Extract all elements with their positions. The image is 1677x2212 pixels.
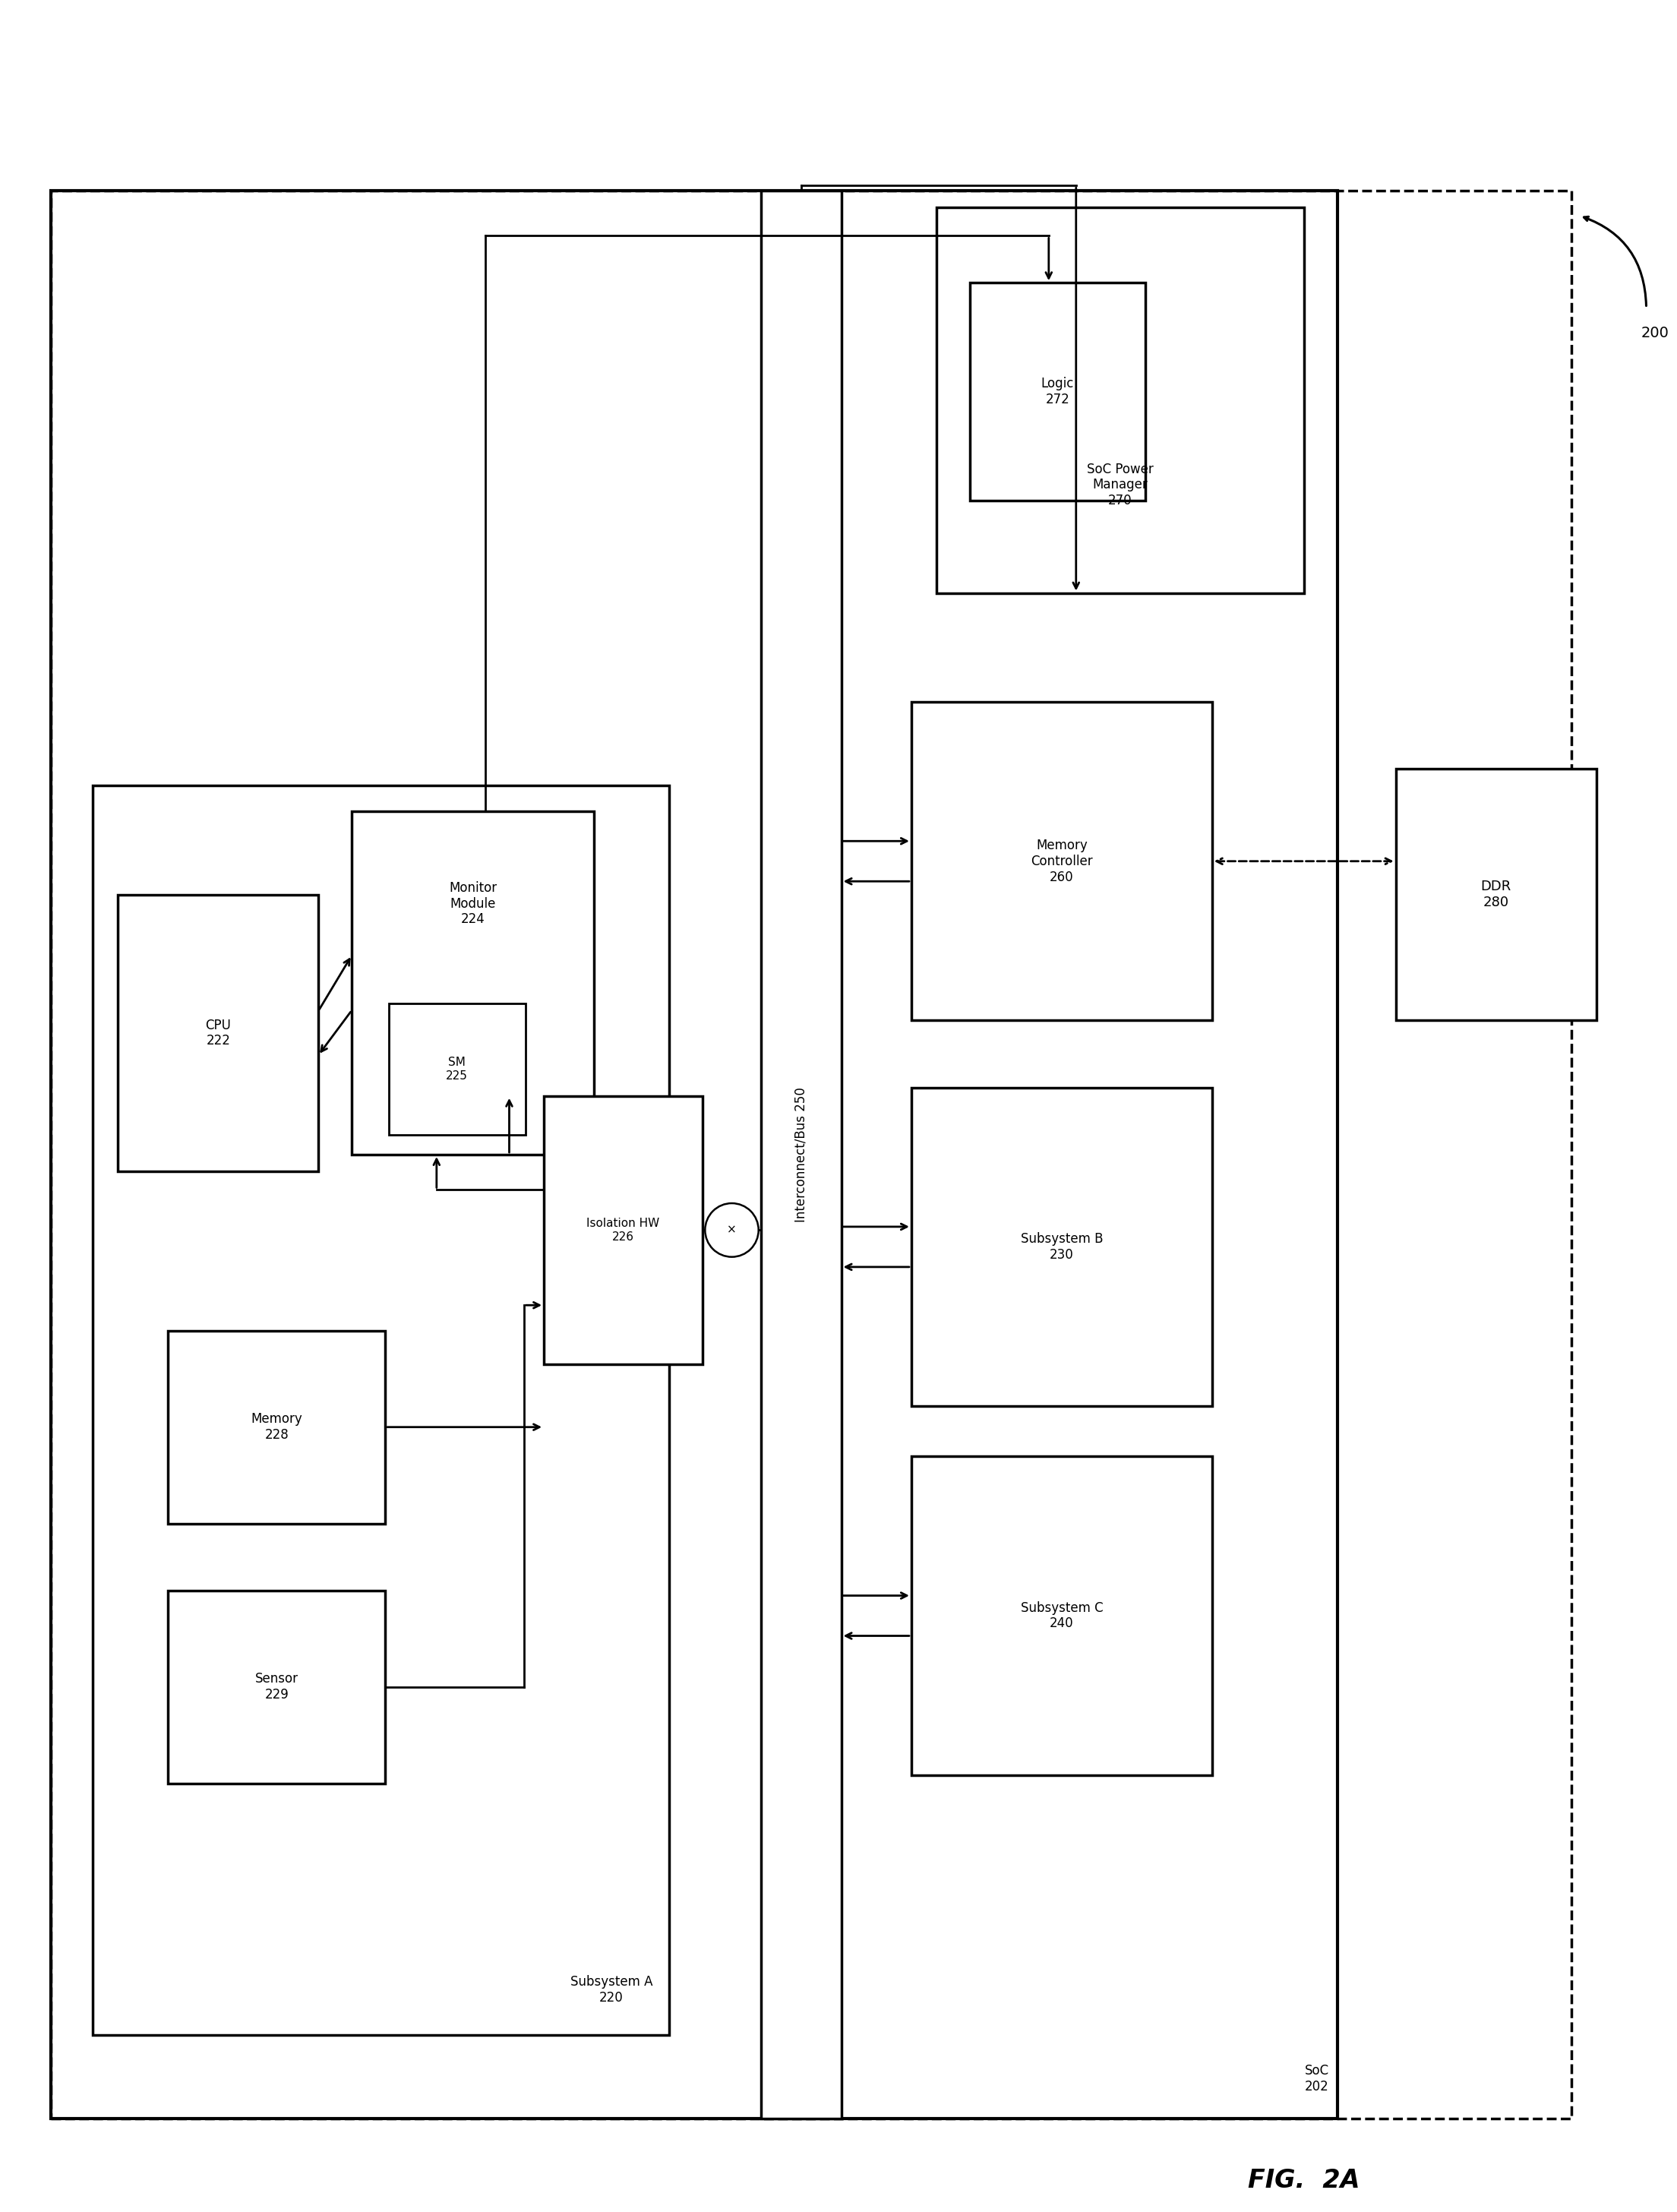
Text: Logic
272: Logic 272 — [1041, 376, 1073, 407]
Text: Monitor
Module
224: Monitor Module 224 — [449, 880, 496, 927]
Text: Subsystem B
230: Subsystem B 230 — [1021, 1232, 1103, 1261]
Text: ×: × — [726, 1225, 736, 1237]
Bar — [1395, 770, 1597, 1020]
Text: 200: 200 — [1642, 325, 1669, 341]
Text: SoC
202: SoC 202 — [1305, 2064, 1328, 2093]
Bar — [936, 208, 1305, 593]
Bar — [52, 190, 1571, 2119]
Bar — [117, 894, 319, 1172]
Bar — [911, 1455, 1212, 1774]
Text: DDR
280: DDR 280 — [1481, 880, 1511, 909]
Text: Subsystem C
240: Subsystem C 240 — [1020, 1601, 1103, 1630]
Text: Isolation HW
226: Isolation HW 226 — [587, 1219, 659, 1243]
Text: CPU
222: CPU 222 — [205, 1018, 231, 1048]
Bar — [92, 785, 669, 2035]
Circle shape — [704, 1203, 758, 1256]
Bar — [352, 812, 594, 1155]
Text: Memory
228: Memory 228 — [252, 1411, 302, 1442]
Text: SoC Power
Manager
270: SoC Power Manager 270 — [1087, 462, 1154, 507]
Bar — [168, 1590, 386, 1783]
Text: SM
225: SM 225 — [446, 1057, 468, 1082]
Bar — [543, 1095, 703, 1365]
Text: Sensor
229: Sensor 229 — [255, 1672, 299, 1701]
Text: Subsystem A
220: Subsystem A 220 — [570, 1975, 652, 2004]
Text: FIG.  2A: FIG. 2A — [1248, 2168, 1360, 2194]
Bar — [761, 190, 842, 2119]
Bar — [168, 1332, 386, 1524]
Bar — [389, 1004, 525, 1135]
Bar — [969, 283, 1145, 500]
Bar — [52, 190, 1337, 2119]
Bar — [911, 701, 1212, 1020]
Bar — [911, 1088, 1212, 1407]
Text: Memory
Controller
260: Memory Controller 260 — [1031, 838, 1093, 885]
Text: Interconnect/Bus 250: Interconnect/Bus 250 — [795, 1086, 808, 1223]
